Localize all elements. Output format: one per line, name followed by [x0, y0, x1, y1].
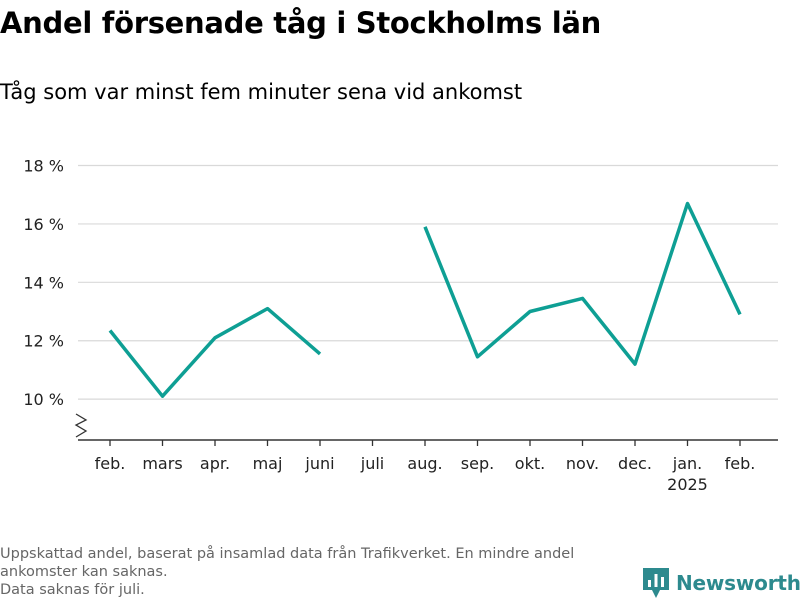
x-year-label: 2025 [667, 475, 708, 494]
x-tick-label: nov. [566, 454, 599, 473]
x-tick-label: apr. [200, 454, 230, 473]
line-chart: 10 % 12 % 14 % 16 % 18 % feb. mars apr. maj juni j… [23, 157, 778, 494]
brand-logo: Newsworthy [643, 568, 800, 598]
newsworthy-logo-icon [643, 568, 669, 598]
x-tick-label: feb. [725, 454, 756, 473]
x-tick-label: juli [360, 454, 384, 473]
x-tick-label: juni [304, 454, 334, 473]
y-tick-label: 12 % [23, 332, 64, 351]
x-tick-label: maj [253, 454, 283, 473]
footnote-missing-data: Data saknas för juli. [0, 582, 145, 598]
x-tick-label: jan. [672, 454, 702, 473]
x-tick-label: aug. [407, 454, 442, 473]
footnote-source: Uppskattad andel, baserat på insamlad da… [0, 546, 575, 580]
x-tick-label: sep. [461, 454, 494, 473]
series-line-segment [423, 201, 742, 366]
y-axis-break-icon [74, 413, 88, 438]
chart-title: Andel försenade tåg i Stockholms län [0, 6, 601, 40]
footnote: Uppskattad andel, baserat på insamlad da… [0, 545, 640, 599]
x-tick-label: okt. [515, 454, 545, 473]
y-tick-label: 10 % [23, 390, 64, 409]
x-tick-label: mars [142, 454, 182, 473]
x-tick-label: feb. [95, 454, 126, 473]
brand-name: Newsworthy [676, 571, 800, 595]
y-tick-label: 16 % [23, 215, 64, 234]
series-line-segment [108, 306, 322, 398]
chart-subtitle: Tåg som var minst fem minuter sena vid a… [0, 80, 523, 104]
y-tick-label: 14 % [23, 273, 64, 292]
x-tick-label: dec. [618, 454, 652, 473]
y-tick-label: 18 % [23, 157, 64, 176]
